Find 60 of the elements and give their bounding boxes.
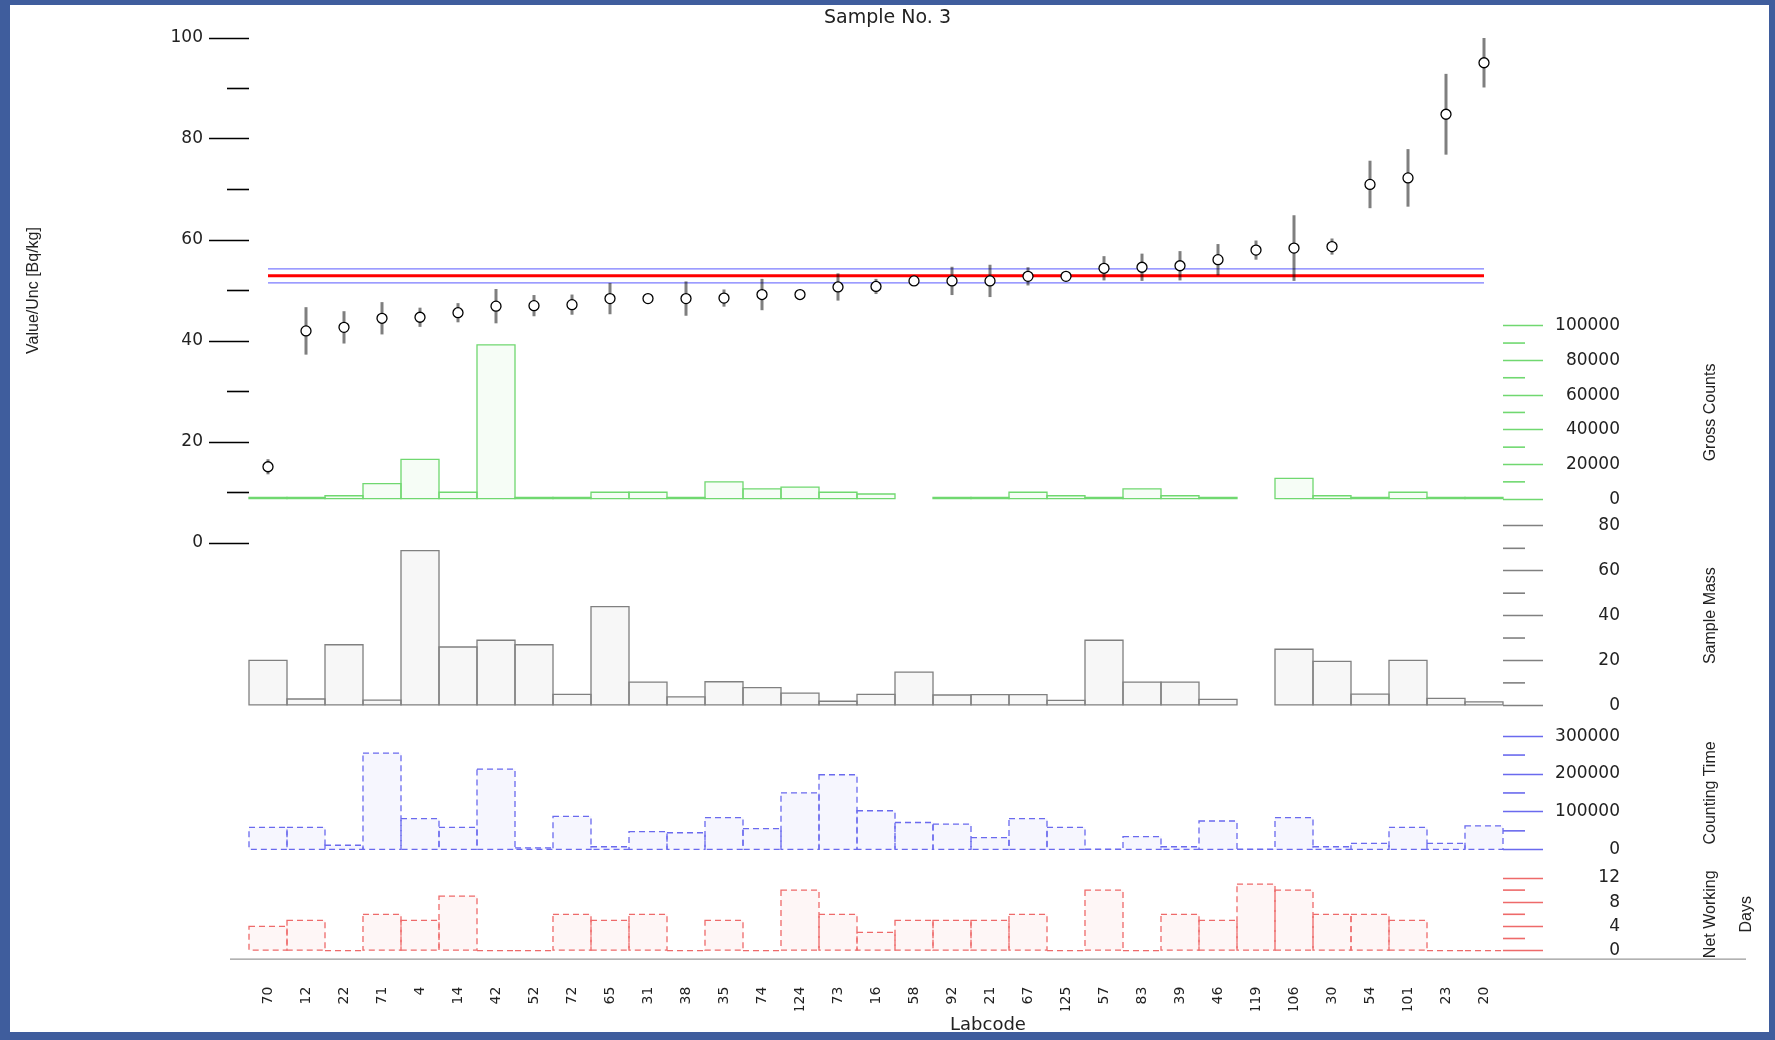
y-axis-title: Net Working Days bbox=[1701, 870, 1755, 959]
x-tick-label: 67 bbox=[1018, 986, 1035, 1005]
x-tick-label: 38 bbox=[676, 986, 693, 1005]
x-tick-label: 23 bbox=[1436, 986, 1453, 1005]
x-tick-label: 22 bbox=[334, 986, 351, 1005]
y-tick-label: 100 bbox=[170, 26, 203, 47]
y-tick-label: 60 bbox=[1598, 559, 1620, 580]
y-tick-label: 20 bbox=[181, 430, 203, 451]
x-tick-label: 20 bbox=[1474, 986, 1491, 1005]
x-tick-label: 39 bbox=[1170, 986, 1187, 1005]
x-tick-label: 21 bbox=[980, 986, 997, 1005]
x-tick-label: 71 bbox=[372, 986, 389, 1005]
x-axis-title: Labcode bbox=[950, 1012, 1026, 1034]
x-tick-label: 35 bbox=[714, 986, 731, 1005]
x-tick-label: 57 bbox=[1094, 986, 1111, 1005]
x-tick-label: 16 bbox=[866, 986, 883, 1005]
y-tick-label: 200000 bbox=[1555, 762, 1620, 783]
y-tick-label: 8 bbox=[1609, 890, 1620, 911]
y-tick-label: 300000 bbox=[1555, 724, 1620, 745]
y-tick-label: 0 bbox=[1609, 693, 1620, 714]
y-axis-title: Counting Time bbox=[1701, 741, 1719, 845]
x-tick-label: 58 bbox=[904, 986, 921, 1005]
y-tick-label: 0 bbox=[192, 531, 203, 552]
x-tick-label: 46 bbox=[1208, 986, 1225, 1005]
x-tick-label: 31 bbox=[638, 986, 655, 1005]
y-axis-title: Gross Counts bbox=[1701, 363, 1719, 462]
y-axis-title: Value/Unc [Bq/kg] bbox=[24, 227, 42, 354]
x-tick-label: 54 bbox=[1360, 986, 1377, 1005]
y-axis-title: Sample Mass bbox=[1701, 567, 1719, 665]
y-tick-label: 0 bbox=[1609, 487, 1620, 508]
x-tick-label: 12 bbox=[296, 986, 313, 1005]
x-tick-label: 14 bbox=[448, 986, 465, 1005]
x-tick-label: 70 bbox=[258, 986, 275, 1005]
x-tick-label: 4 bbox=[410, 986, 427, 996]
x-tick-label: 73 bbox=[828, 986, 845, 1005]
y-tick-label: 100000 bbox=[1555, 800, 1620, 821]
y-tick-label: 0 bbox=[1609, 939, 1620, 960]
x-tick-label: 74 bbox=[752, 986, 769, 1005]
y-tick-label: 40000 bbox=[1565, 418, 1620, 439]
x-tick-label: 72 bbox=[562, 986, 579, 1005]
y-tick-label: 80 bbox=[181, 127, 203, 148]
y-tick-label: 0 bbox=[1609, 838, 1620, 859]
x-tick-label: 52 bbox=[524, 986, 541, 1005]
y-tick-label: 80 bbox=[1598, 514, 1620, 535]
y-tick-label: 20000 bbox=[1565, 452, 1620, 473]
y-tick-label: 100000 bbox=[1555, 314, 1620, 335]
y-tick-label: 4 bbox=[1609, 914, 1620, 935]
x-tick-label: 65 bbox=[600, 986, 617, 1005]
y-tick-label: 12 bbox=[1598, 866, 1620, 887]
x-tick-label: 42 bbox=[486, 986, 503, 1005]
y-tick-label: 60 bbox=[181, 228, 203, 249]
x-tick-label: 92 bbox=[942, 986, 959, 1005]
y-tick-label: 40 bbox=[1598, 604, 1620, 625]
y-tick-label: 60000 bbox=[1565, 383, 1620, 404]
x-tick-label: 30 bbox=[1322, 986, 1339, 1005]
chart-title: Sample No. 3 bbox=[824, 4, 951, 27]
x-tick-label: 83 bbox=[1132, 986, 1149, 1005]
y-tick-label: 20 bbox=[1598, 648, 1620, 669]
y-tick-label: 80000 bbox=[1565, 348, 1620, 369]
y-tick-label: 40 bbox=[181, 329, 203, 350]
